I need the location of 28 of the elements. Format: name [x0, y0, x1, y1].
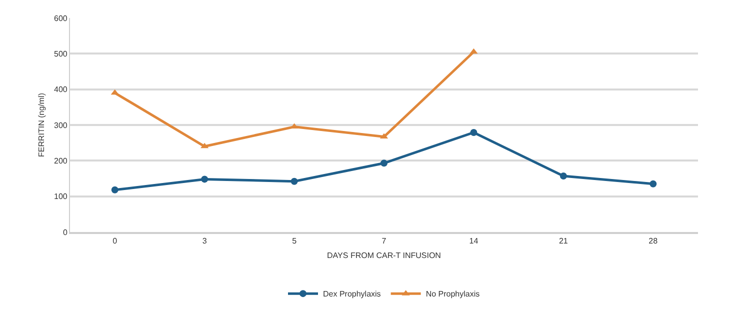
x-tick-label: 7: [382, 236, 387, 246]
y-tick-label: 600: [54, 14, 68, 23]
point: [470, 128, 478, 136]
point: [200, 142, 209, 148]
x-tick-label: 21: [558, 236, 568, 246]
y-tick-label: 0: [62, 228, 68, 237]
legend-label: Dex Prophylaxis: [323, 290, 381, 299]
y-tick-label: 100: [54, 192, 68, 202]
x-tick-label: 28: [648, 236, 658, 246]
point: [650, 180, 657, 188]
y-tick-label: 400: [54, 85, 68, 94]
x-tick-label: 5: [292, 236, 298, 246]
y-tick-label: 200: [54, 156, 68, 166]
x-tick-label: 3: [202, 236, 208, 246]
y-tick-label: 300: [54, 120, 68, 130]
point: [560, 172, 567, 180]
point: [290, 178, 298, 185]
x-axis-title: DAYS FROM CAR-T INFUSION: [327, 250, 442, 260]
point: [111, 186, 118, 194]
legend-label: No Prophylaxis: [426, 290, 480, 299]
y-axis-title: FERRITIN (ng/ml): [37, 92, 46, 157]
x-tick-label: 0: [112, 236, 118, 246]
point: [380, 160, 388, 167]
point: [201, 176, 208, 183]
x-tick-label: 14: [469, 236, 479, 246]
point: [470, 48, 478, 54]
point: [110, 89, 119, 95]
y-tick-label: 500: [54, 49, 68, 58]
